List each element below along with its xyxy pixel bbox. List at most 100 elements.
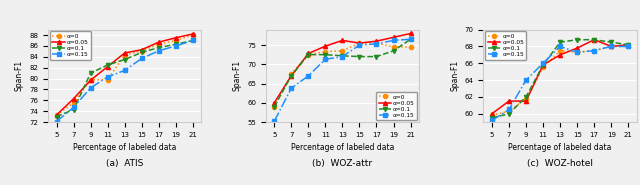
α=0.15	[522, 79, 530, 81]
α=0.1	[138, 51, 145, 54]
α=0.15	[406, 38, 414, 40]
Text: (a)  ATIS: (a) ATIS	[106, 159, 143, 168]
α=0.05	[189, 33, 196, 35]
α=0	[189, 34, 196, 36]
X-axis label: Percentage of labeled data: Percentage of labeled data	[508, 143, 612, 152]
α=0	[390, 46, 397, 48]
Line: α=0.15: α=0.15	[272, 37, 413, 123]
α=0.05	[287, 75, 295, 77]
Line: α=0.15: α=0.15	[490, 44, 630, 122]
α=0.1	[87, 72, 95, 74]
X-axis label: Percentage of labeled data: Percentage of labeled data	[291, 143, 394, 152]
α=0.15	[372, 43, 380, 45]
α=0	[339, 50, 346, 52]
α=0.15	[287, 87, 295, 89]
α=0	[287, 73, 295, 75]
Line: α=0.05: α=0.05	[490, 38, 630, 116]
α=0	[321, 51, 329, 53]
Line: α=0.1: α=0.1	[490, 38, 630, 120]
α=0.1	[372, 56, 380, 58]
Line: α=0: α=0	[490, 44, 630, 117]
α=0.1	[522, 96, 530, 98]
α=0.05	[271, 102, 278, 104]
α=0.05	[522, 100, 530, 102]
α=0	[52, 114, 60, 116]
α=0.1	[52, 116, 60, 118]
α=0.1	[271, 106, 278, 108]
Y-axis label: Span-F1: Span-F1	[15, 60, 24, 91]
α=0.1	[70, 108, 77, 111]
α=0.05	[607, 45, 615, 48]
α=0.05	[321, 45, 329, 47]
α=0.05	[155, 41, 163, 43]
α=0.05	[356, 42, 364, 44]
α=0.1	[488, 117, 496, 119]
α=0.15	[488, 119, 496, 122]
α=0.15	[172, 45, 180, 47]
α=0.1	[607, 41, 615, 43]
Line: α=0: α=0	[54, 33, 195, 117]
α=0.15	[390, 39, 397, 41]
α=0.05	[625, 44, 632, 46]
α=0.05	[556, 54, 564, 56]
α=0.1	[590, 39, 598, 41]
α=0.15	[104, 76, 111, 78]
α=0.1	[172, 43, 180, 45]
α=0	[172, 39, 180, 42]
α=0.05	[488, 113, 496, 115]
α=0.1	[155, 46, 163, 49]
α=0.1	[104, 64, 111, 66]
α=0	[590, 50, 598, 52]
α=0	[70, 102, 77, 104]
α=0.05	[406, 32, 414, 35]
Line: α=0.05: α=0.05	[272, 31, 413, 105]
α=0.05	[573, 47, 581, 49]
α=0.05	[540, 64, 547, 66]
Line: α=0.05: α=0.05	[54, 32, 195, 117]
α=0.1	[356, 56, 364, 58]
α=0.15	[87, 87, 95, 89]
α=0.15	[556, 45, 564, 48]
Legend: α=0, α=0.05, α=0.1, α=0.15: α=0, α=0.05, α=0.1, α=0.15	[376, 92, 417, 120]
α=0.1	[287, 75, 295, 77]
α=0.15	[189, 39, 196, 42]
α=0	[488, 114, 496, 117]
α=0.1	[305, 53, 312, 56]
Line: α=0.15: α=0.15	[54, 38, 195, 124]
α=0	[406, 46, 414, 48]
α=0	[305, 53, 312, 56]
α=0.15	[121, 69, 129, 72]
α=0.05	[390, 36, 397, 38]
α=0	[522, 97, 530, 100]
α=0	[87, 79, 95, 81]
α=0.1	[339, 55, 346, 57]
α=0	[356, 42, 364, 44]
α=0.15	[271, 120, 278, 122]
α=0.1	[121, 58, 129, 61]
α=0.15	[138, 57, 145, 60]
Line: α=0: α=0	[272, 41, 413, 109]
α=0.05	[121, 52, 129, 54]
Text: (c)  WOZ-hotel: (c) WOZ-hotel	[527, 159, 593, 168]
α=0.05	[52, 114, 60, 116]
α=0.1	[390, 50, 397, 52]
α=0.15	[339, 56, 346, 58]
α=0	[104, 79, 111, 81]
α=0.1	[540, 64, 547, 66]
α=0.15	[52, 120, 60, 123]
Line: α=0.1: α=0.1	[54, 38, 195, 119]
α=0	[271, 106, 278, 108]
α=0.15	[321, 58, 329, 60]
α=0.05	[590, 39, 598, 41]
α=0	[540, 66, 547, 69]
α=0	[121, 54, 129, 56]
α=0	[138, 50, 145, 52]
α=0	[372, 42, 380, 44]
α=0.1	[625, 44, 632, 46]
α=0.15	[305, 75, 312, 77]
α=0.05	[70, 98, 77, 100]
α=0.05	[372, 40, 380, 42]
α=0.15	[607, 45, 615, 48]
Legend: α=0, α=0.05, α=0.1, α=0.15: α=0, α=0.05, α=0.1, α=0.15	[50, 31, 91, 60]
Text: (b)  WOZ-attr: (b) WOZ-attr	[312, 159, 372, 168]
